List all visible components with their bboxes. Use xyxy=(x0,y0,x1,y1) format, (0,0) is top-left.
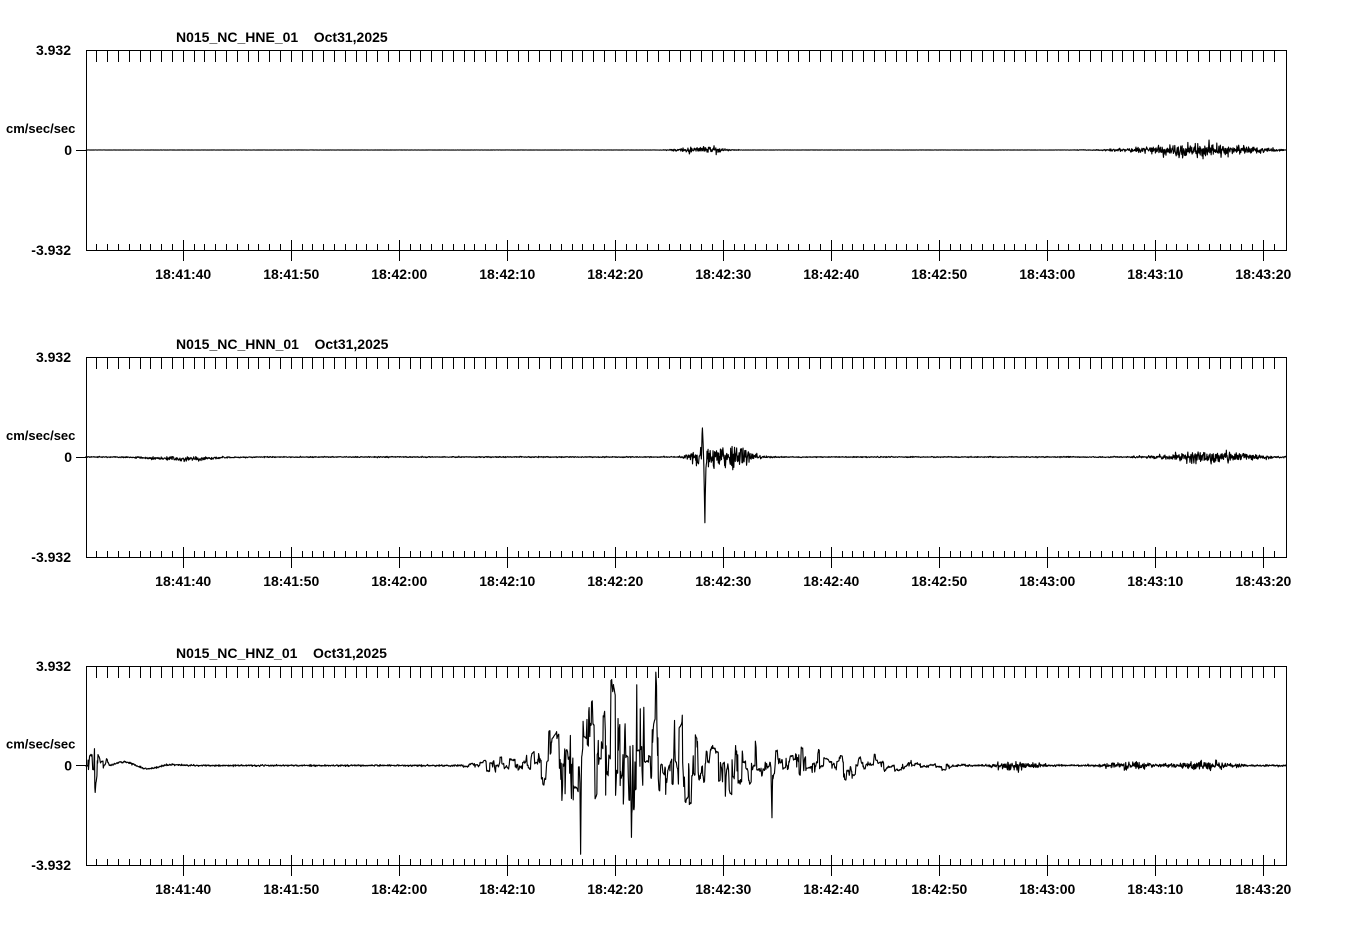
svg-text:18:42:20: 18:42:20 xyxy=(587,266,643,282)
svg-text:18:43:00: 18:43:00 xyxy=(1019,573,1075,589)
svg-text:3.932: 3.932 xyxy=(36,42,71,58)
svg-text:N015_NC_HNZ_01 Oct31,2025: N015_NC_HNZ_01 Oct31,2025 xyxy=(176,645,387,661)
svg-text:0: 0 xyxy=(64,449,72,465)
svg-text:18:42:10: 18:42:10 xyxy=(479,266,535,282)
svg-text:18:42:20: 18:42:20 xyxy=(587,881,643,897)
svg-text:cm/sec/sec: cm/sec/sec xyxy=(6,121,75,136)
svg-text:18:42:50: 18:42:50 xyxy=(911,266,967,282)
svg-text:N015_NC_HNE_01 Oct31,2025: N015_NC_HNE_01 Oct31,2025 xyxy=(176,29,388,45)
svg-text:18:42:10: 18:42:10 xyxy=(479,573,535,589)
svg-text:18:42:00: 18:42:00 xyxy=(371,881,427,897)
svg-text:-3.932: -3.932 xyxy=(31,242,71,258)
svg-text:18:42:10: 18:42:10 xyxy=(479,881,535,897)
svg-text:18:42:00: 18:42:00 xyxy=(371,573,427,589)
svg-text:18:43:10: 18:43:10 xyxy=(1127,573,1183,589)
svg-text:18:41:40: 18:41:40 xyxy=(155,881,211,897)
svg-text:18:42:30: 18:42:30 xyxy=(695,266,751,282)
svg-text:18:43:20: 18:43:20 xyxy=(1235,573,1291,589)
svg-text:18:43:00: 18:43:00 xyxy=(1019,266,1075,282)
svg-text:18:43:20: 18:43:20 xyxy=(1235,881,1291,897)
svg-text:18:42:40: 18:42:40 xyxy=(803,881,859,897)
svg-text:18:41:40: 18:41:40 xyxy=(155,266,211,282)
svg-text:18:43:10: 18:43:10 xyxy=(1127,266,1183,282)
svg-text:18:42:50: 18:42:50 xyxy=(911,881,967,897)
svg-text:-3.932: -3.932 xyxy=(31,549,71,565)
svg-text:18:42:40: 18:42:40 xyxy=(803,573,859,589)
svg-text:0: 0 xyxy=(64,142,72,158)
svg-text:18:42:30: 18:42:30 xyxy=(695,881,751,897)
svg-text:-3.932: -3.932 xyxy=(31,857,71,873)
svg-text:cm/sec/sec: cm/sec/sec xyxy=(6,428,75,443)
svg-text:18:42:50: 18:42:50 xyxy=(911,573,967,589)
svg-text:0: 0 xyxy=(64,758,72,774)
svg-text:3.932: 3.932 xyxy=(36,658,71,674)
svg-text:18:41:50: 18:41:50 xyxy=(263,266,319,282)
svg-text:18:41:50: 18:41:50 xyxy=(263,881,319,897)
svg-text:18:42:40: 18:42:40 xyxy=(803,266,859,282)
svg-text:N015_NC_HNN_01 Oct31,2025: N015_NC_HNN_01 Oct31,2025 xyxy=(176,336,389,352)
svg-text:18:42:30: 18:42:30 xyxy=(695,573,751,589)
svg-text:18:43:00: 18:43:00 xyxy=(1019,881,1075,897)
svg-text:18:41:50: 18:41:50 xyxy=(263,573,319,589)
svg-text:18:42:20: 18:42:20 xyxy=(587,573,643,589)
svg-text:3.932: 3.932 xyxy=(36,349,71,365)
svg-text:18:43:10: 18:43:10 xyxy=(1127,881,1183,897)
svg-text:18:42:00: 18:42:00 xyxy=(371,266,427,282)
svg-text:cm/sec/sec: cm/sec/sec xyxy=(6,737,75,752)
svg-text:18:41:40: 18:41:40 xyxy=(155,573,211,589)
svg-text:18:43:20: 18:43:20 xyxy=(1235,266,1291,282)
